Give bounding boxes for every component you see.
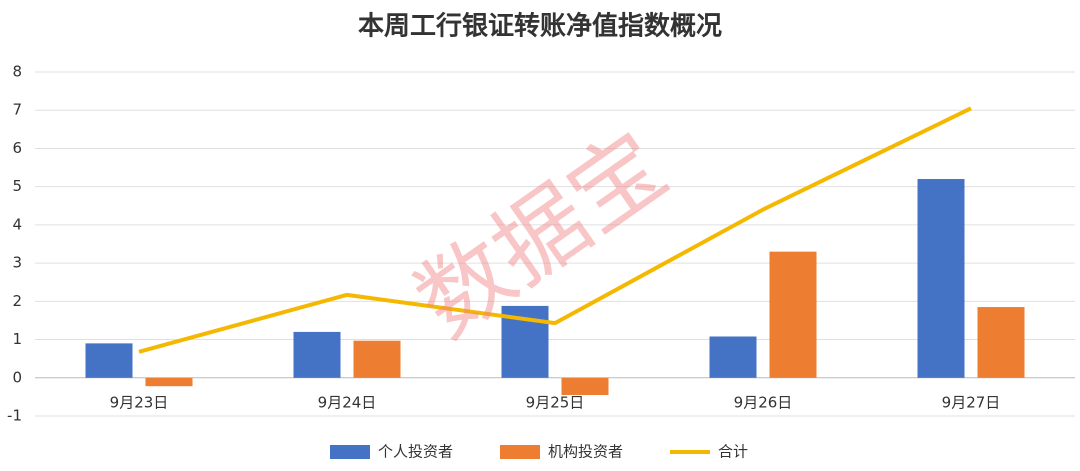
x-tick-label: 9月26日 bbox=[734, 394, 793, 412]
bar bbox=[561, 377, 609, 395]
bar bbox=[977, 307, 1025, 378]
bar bbox=[353, 340, 401, 378]
y-tick-label: -1 bbox=[7, 407, 22, 425]
bar bbox=[709, 336, 757, 378]
chart-title: 本周工行银证转账净值指数概况 bbox=[358, 11, 722, 42]
y-tick-label: 1 bbox=[12, 330, 22, 348]
bar bbox=[769, 251, 817, 378]
x-tick-label: 9月23日 bbox=[110, 394, 169, 412]
y-tick-label: 8 bbox=[12, 63, 22, 81]
legend-swatch bbox=[330, 445, 370, 459]
y-tick-label: 4 bbox=[12, 215, 22, 233]
line bbox=[138, 106, 972, 354]
y-tick-label: 0 bbox=[12, 368, 22, 386]
legend-swatch bbox=[500, 445, 540, 459]
legend-label: 个人投资者 bbox=[378, 443, 453, 461]
y-tick-label: 2 bbox=[12, 292, 22, 310]
legend-label: 机构投资者 bbox=[548, 443, 623, 461]
y-tick-label: 7 bbox=[12, 101, 22, 119]
bar bbox=[293, 331, 341, 378]
bar bbox=[917, 179, 965, 378]
x-tick-label: 9月24日 bbox=[318, 394, 377, 412]
x-tick-label: 9月27日 bbox=[942, 394, 1001, 412]
legend-label: 合计 bbox=[718, 443, 748, 461]
bar bbox=[145, 377, 193, 387]
y-tick-label: 6 bbox=[12, 139, 22, 157]
y-tick-label: 5 bbox=[12, 177, 22, 195]
bar bbox=[85, 343, 133, 378]
x-tick-label: 9月25日 bbox=[526, 394, 585, 412]
y-tick-label: 3 bbox=[12, 254, 22, 272]
